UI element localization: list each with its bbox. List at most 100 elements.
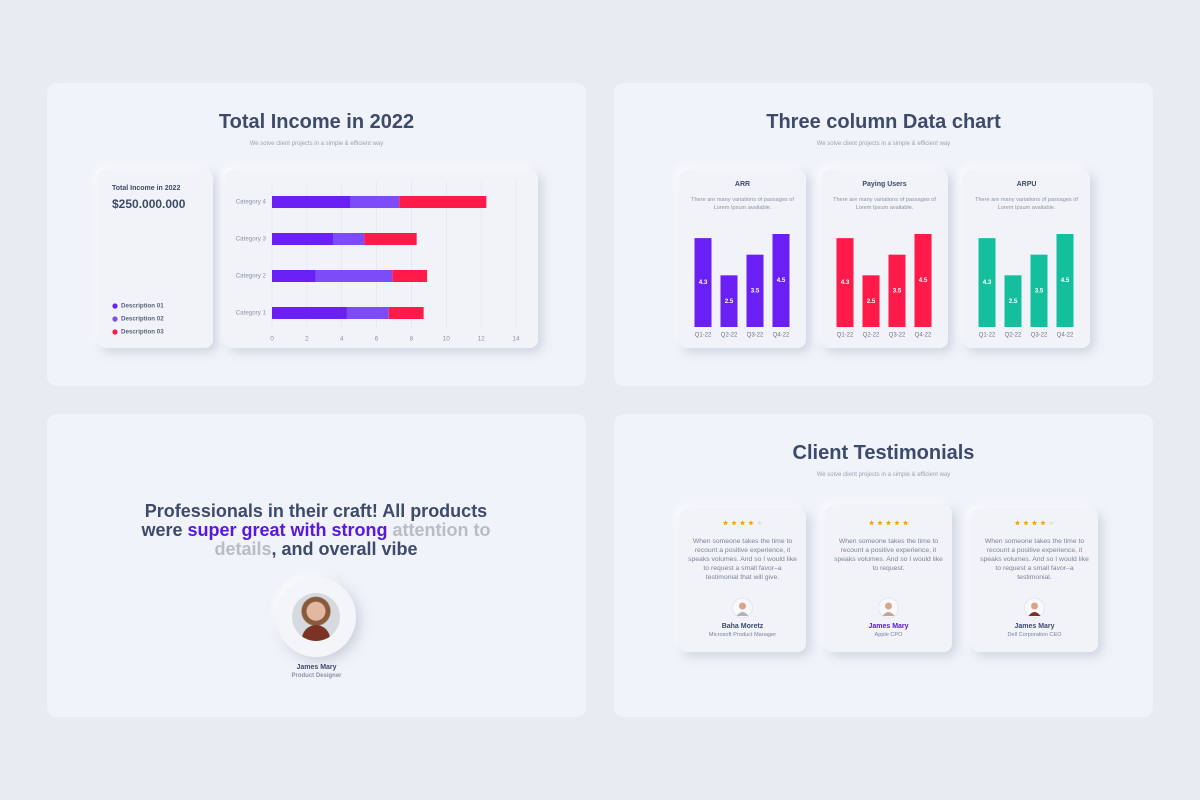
bar-segment [392,270,428,282]
x-tick-label: 12 [478,336,486,343]
star [1014,520,1021,526]
column [694,238,712,327]
bar-segment [272,307,347,319]
legend-marker [112,316,118,322]
column [772,234,790,327]
star [739,520,746,526]
testimonial-card [971,509,1098,652]
x-tick-label: Q1-22 [979,333,996,339]
chart-title: Paying Users [862,181,907,188]
quote-segment: super great with strong [187,520,388,540]
rating [868,520,909,526]
x-tick-label: Q1-22 [837,333,854,339]
avatar-body [302,625,330,641]
bar-segment [315,270,393,282]
bar-segment [272,270,316,282]
panel-title: Total Income in 2022 [218,111,415,133]
x-tick-label: 6 [375,336,379,343]
avatar-body [736,612,749,616]
value-label: 2.5 [867,298,876,305]
value-label: 4.5 [1061,277,1070,284]
x-tick-label: 10 [443,336,451,343]
star [1031,520,1038,526]
avatar-body [1028,612,1041,616]
bar-segment [272,196,351,208]
panel-title: Client Testimonials [792,442,975,464]
value-label: 4.3 [699,279,708,286]
legend-label: Description 02 [121,316,164,323]
bar-segment [346,307,389,319]
testimonial-name: Baha Moretz [721,623,764,630]
column [746,254,764,327]
panel-subtitle: We solve client projects in a simple & e… [249,141,384,147]
avatar-face [1031,602,1038,610]
star [1023,520,1029,526]
x-tick-label: 2 [305,336,309,343]
chart-description: There are many variations of passages of… [691,197,794,211]
star [731,520,737,526]
testimonial-card [679,509,806,652]
rating [722,520,763,526]
testimonial-text: When someone takes the time to recount a… [688,538,797,581]
card-value: $250.000.000 [112,197,186,211]
star [902,520,909,526]
x-tick-label: 4 [340,336,344,343]
legend-label: Description 03 [121,329,164,336]
panel-title: Three column Data chart [766,111,1001,133]
avatar-face [885,602,892,610]
column [1004,275,1022,327]
bar-segment [333,233,365,245]
column [978,238,996,327]
value-label: 4.3 [983,279,992,286]
legend-marker [112,329,118,335]
star [748,520,754,526]
testimonial-name: James Mary [1014,623,1055,630]
avatar-face [739,602,746,610]
star [877,520,883,526]
avatar-photo [292,593,340,641]
bar-segment [399,196,487,208]
testimonial-name: James Mary [868,623,909,630]
quote-segment: Professionals in their craft! All produc… [141,501,488,540]
bar-segment [388,307,424,319]
y-tick-label: Category 1 [236,310,267,317]
y-tick-label: Category 2 [236,273,267,280]
quote-panel [47,414,586,717]
x-tick-label: 14 [512,336,520,343]
column [1056,234,1074,327]
x-tick-label: Q1-22 [695,333,712,339]
star [722,520,729,526]
y-tick-label: Category 3 [236,236,267,243]
x-tick-label: 8 [410,336,414,343]
panel-subtitle: We solve client projects in a simple & e… [816,472,951,478]
panel-subtitle: We solve client projects in a simple & e… [816,141,951,147]
bar-segment [272,233,333,245]
x-tick-label: Q2-22 [863,333,880,339]
testimonial-text: When someone takes the time to recount a… [834,538,943,572]
quote-name: James Mary [296,664,337,671]
value-label: 4.5 [919,277,928,284]
column [836,238,854,327]
value-label: 2.5 [725,298,734,305]
testimonial-role: Dell Corporation CEO [1007,632,1062,638]
testimonial-card [825,505,952,652]
column [888,254,906,327]
chart-title: ARR [734,181,751,188]
quote: Professionals in their craft! All produc… [126,502,506,559]
chart-title: ARPU [1016,181,1037,188]
value-label: 4.3 [841,279,850,286]
x-tick-label: Q2-22 [1005,333,1022,339]
chart-description: There are many variations of passages of… [975,197,1078,211]
star [885,520,892,526]
value-label: 3.5 [751,287,760,294]
y-tick-label: Category 4 [236,199,267,206]
star [894,520,900,526]
testimonial-role: Microsoft Product Manager [708,632,777,638]
value-label: 4.5 [777,277,786,284]
column [1030,254,1048,327]
star [1048,520,1055,526]
star [1040,520,1046,526]
chart-description: There are many variations of passages of… [833,197,936,211]
